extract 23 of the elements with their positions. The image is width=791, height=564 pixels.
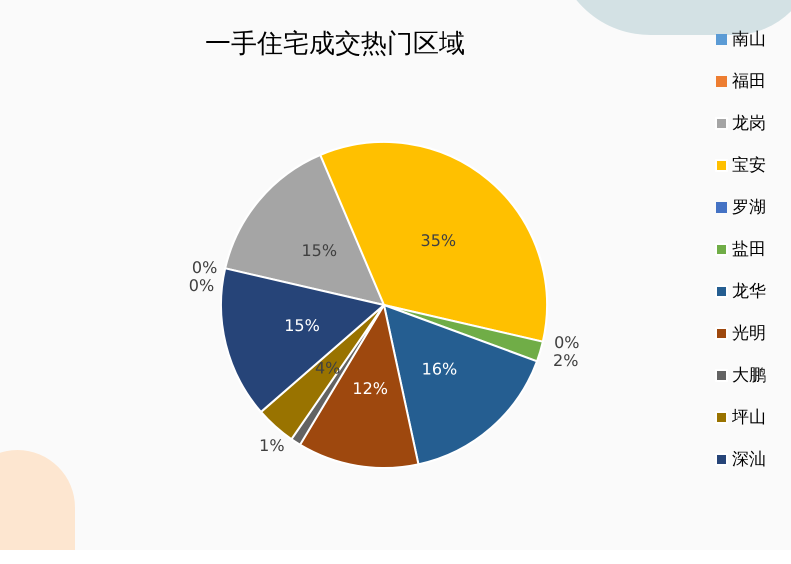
- legend-label: 龙岗: [732, 114, 766, 134]
- data-label: 15%: [301, 241, 338, 260]
- legend-label: 光明: [732, 324, 766, 344]
- legend-label: 宝安: [732, 156, 766, 176]
- legend-label: 坪山: [731, 408, 766, 428]
- data-label: 12%: [352, 378, 388, 398]
- legend-label: 龙华: [732, 282, 766, 302]
- text: 0%: [192, 258, 218, 277]
- data-label: 35%: [420, 230, 456, 250]
- legend-label: 南山: [732, 30, 766, 50]
- chart-title: 一手住宅成交热门区域: [205, 29, 465, 59]
- text: 0%: [554, 333, 580, 352]
- legend-label: 大鹏: [732, 366, 766, 386]
- data-label: 15%: [284, 316, 320, 335]
- legend-label: 盐田: [732, 240, 766, 260]
- data-label: 2%: [553, 351, 578, 370]
- data-label: 1%: [259, 436, 285, 455]
- legend-label: 福田: [732, 72, 766, 92]
- data-label: 4%: [314, 358, 340, 378]
- legend-label: 罗湖: [732, 198, 766, 218]
- legend-label: 深汕: [732, 450, 766, 470]
- data-label: 16%: [422, 359, 458, 378]
- text: 0%: [188, 276, 214, 295]
